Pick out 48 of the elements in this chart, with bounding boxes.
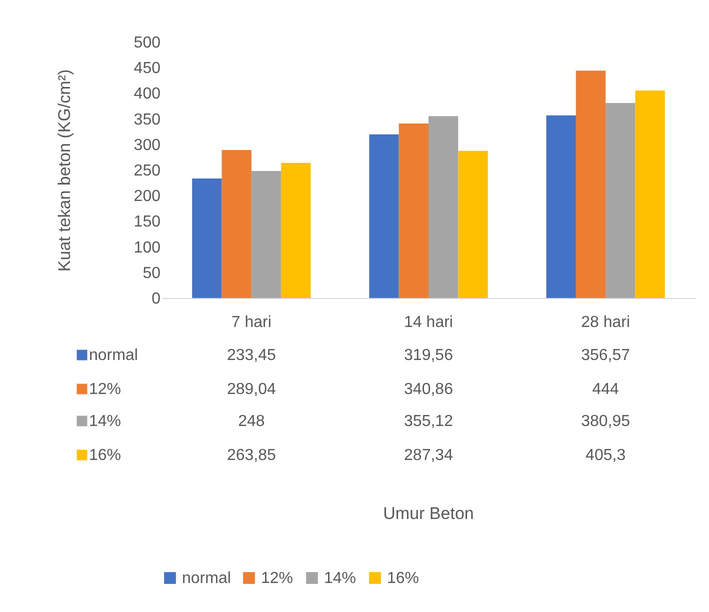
data-label: 289,04 [226,381,276,398]
data-label: 444 [592,381,620,398]
y-tick-label: 250 [134,162,161,180]
legend-label: normal [89,347,138,364]
bar [606,102,636,298]
y-tick-label: 350 [134,111,161,128]
bar [398,123,428,298]
text: 16% [387,570,420,587]
y-tick-label: 200 [134,188,161,206]
bar [192,178,222,298]
bar [222,150,252,298]
data-label: 380,95 [581,413,630,430]
bar [458,150,488,298]
legend-label: 16% [89,447,122,464]
data-label: 319,56 [404,347,454,364]
data-label: 248 [238,413,265,430]
bar [251,171,282,298]
y-tick-label: 450 [134,60,161,78]
bar [576,70,606,298]
legend-label: 14% [89,413,122,430]
bar [428,116,458,298]
legend-label: 12% [89,381,122,398]
y-tick-label: 500 [134,34,161,52]
data-label: 405,3 [586,447,626,464]
bar [281,162,311,298]
x-tick-label: 7 hari [231,314,272,331]
text: 14% [324,570,356,587]
data-label: 340,86 [404,381,454,398]
y-axis-title: Kuat tekan beton (KG/cm²) [54,69,74,272]
y-tick-label: 400 [134,86,161,103]
text: 12% [261,570,294,587]
y-tick-label: 0 [152,290,161,308]
x-tick-label: 28 hari [581,314,630,331]
y-tick-label: 150 [134,214,161,231]
y-tick-label: 50 [142,264,161,282]
text: normal [182,570,231,587]
data-label: 233,45 [226,347,276,364]
data-label: 263,85 [226,447,276,464]
bar [369,134,399,298]
data-label: 355,12 [404,413,454,430]
bar [546,115,576,298]
y-tick-label: 300 [134,136,161,154]
bar [635,90,665,298]
text: Umur Beton [383,504,474,523]
y-tick-label: 100 [134,239,161,256]
data-label: 356,57 [581,347,630,364]
data-label: 287,34 [404,447,454,464]
x-tick-label: 14 hari [404,314,453,331]
